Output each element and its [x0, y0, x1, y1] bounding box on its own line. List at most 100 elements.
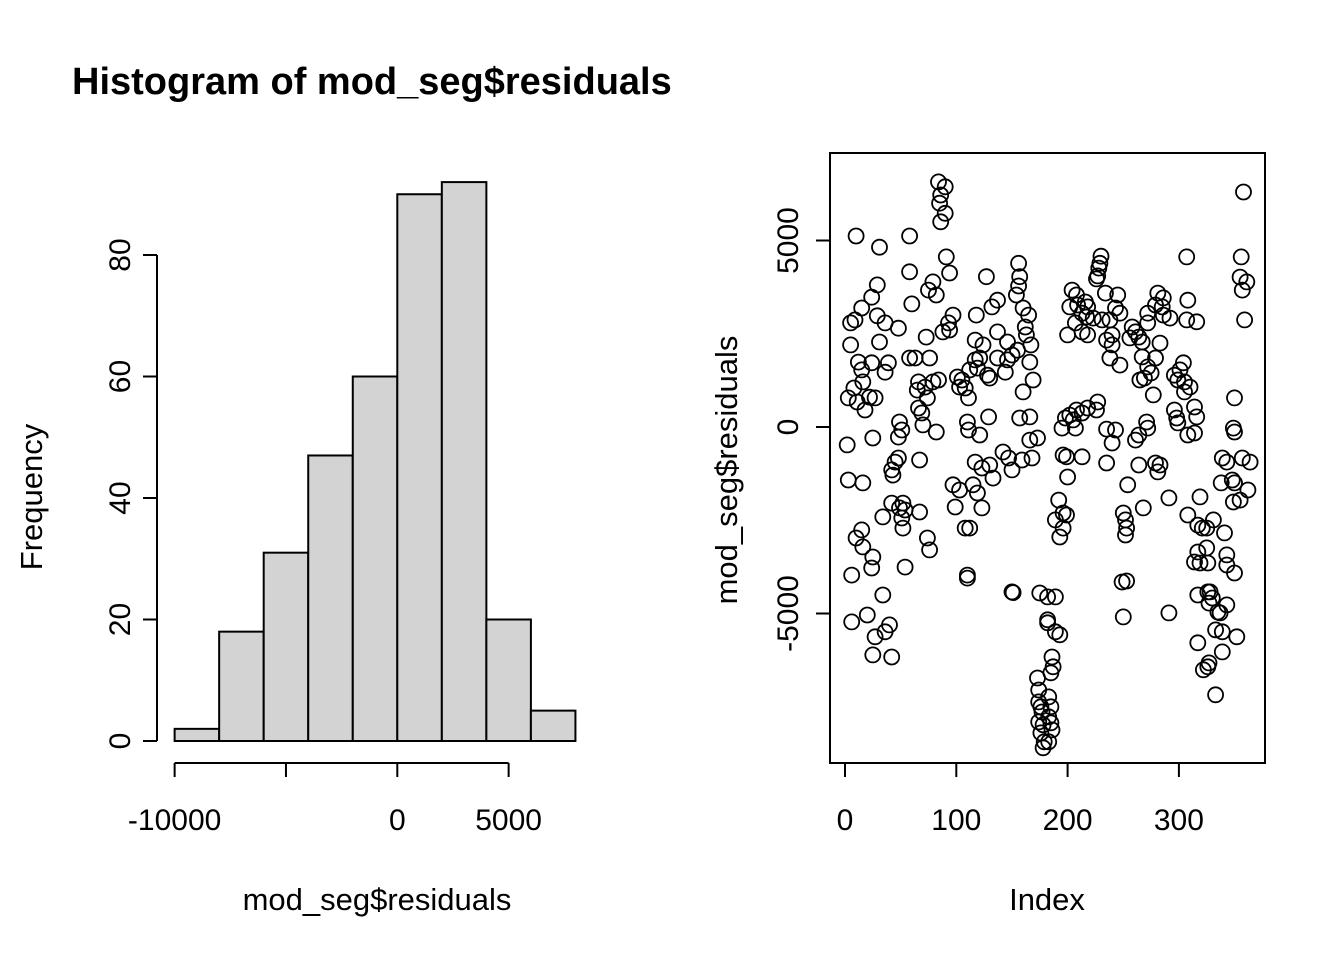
- scatter-point: [960, 421, 977, 439]
- scatter-y-tick-label: -5000: [772, 575, 805, 652]
- scatter-point: [978, 268, 995, 286]
- scatter-point: [1191, 488, 1209, 506]
- scatter-point: [971, 349, 989, 367]
- scatter-point: [1042, 664, 1060, 682]
- histogram-x-axis-label: mod_seg$residuals: [243, 882, 512, 917]
- scatter-point: [1040, 688, 1058, 706]
- scatter-point: [989, 323, 1006, 341]
- scatter-x-tick-label: 300: [1154, 804, 1204, 837]
- scatter-point: [893, 509, 911, 527]
- scatter-point: [839, 471, 857, 489]
- scatter-point: [1127, 431, 1144, 449]
- scatter-x-tick-label: 200: [1043, 804, 1093, 837]
- scatter-point: [1118, 519, 1135, 537]
- hist-x-tick-label: 0: [389, 804, 406, 837]
- scatter-point: [1218, 453, 1236, 471]
- scatter-point: [1079, 399, 1096, 417]
- scatter-point: [863, 288, 881, 306]
- scatter-point: [1169, 414, 1187, 432]
- scatter-point: [842, 336, 859, 354]
- scatter-point: [1133, 348, 1151, 366]
- scatter-point: [973, 459, 991, 477]
- scatter-point: [1176, 373, 1193, 391]
- scatter-point: [1179, 506, 1197, 524]
- scatter-point: [1200, 594, 1218, 612]
- scatter-y-tick-label: 0: [772, 419, 805, 436]
- scatter-point: [890, 319, 907, 337]
- scatter-point: [1014, 299, 1032, 317]
- scatter-point: [1207, 621, 1224, 639]
- scatter-point: [1097, 284, 1114, 302]
- scatter-point: [1189, 634, 1207, 652]
- scatter-point: [1051, 626, 1069, 644]
- scatter-point: [1103, 336, 1121, 354]
- scatter-point: [930, 371, 947, 389]
- scatter-point: [1199, 554, 1217, 572]
- scatter-point: [1098, 420, 1115, 438]
- scatter-point: [1212, 474, 1230, 492]
- scatter-point: [994, 443, 1012, 461]
- scatter-point: [971, 426, 989, 444]
- scatter-point: [1178, 311, 1196, 329]
- scatter-point: [1151, 456, 1169, 474]
- hist-x-tick-label: 5000: [475, 804, 542, 837]
- scatter-point: [914, 416, 932, 434]
- scatter-point: [940, 314, 957, 332]
- scatter-point: [1241, 453, 1259, 471]
- scatter-point: [1216, 524, 1233, 542]
- scatter-point: [1233, 281, 1251, 299]
- scatter-point: [924, 273, 942, 291]
- scatter-point: [1238, 273, 1256, 291]
- scatter-point: [1111, 356, 1129, 374]
- hist-bar: [262, 551, 310, 742]
- scatter-point: [1195, 661, 1212, 679]
- scatter-x-axis-label: Index: [1009, 882, 1085, 917]
- scatter-point: [854, 373, 872, 391]
- scatter-point: [981, 456, 999, 474]
- scatter-point: [934, 323, 952, 341]
- scatter-point: [858, 606, 876, 624]
- scatter-point: [1213, 449, 1231, 467]
- scatter-point: [846, 311, 864, 329]
- scatter-point: [917, 328, 935, 346]
- scatter-x-tick-label: 0: [837, 804, 854, 837]
- scatter-point: [1130, 328, 1148, 346]
- scatter-point: [884, 466, 902, 484]
- scatter-point: [1207, 686, 1224, 704]
- scatter-point: [1223, 471, 1241, 489]
- scatter-point: [951, 378, 968, 396]
- scatter-point: [1079, 326, 1096, 344]
- scatter-point: [999, 351, 1016, 369]
- scatter-point: [927, 286, 945, 304]
- scatter-point: [1088, 270, 1105, 288]
- scatter-point: [1039, 588, 1056, 606]
- scatter-point: [1042, 698, 1060, 716]
- scatter-point: [1179, 291, 1197, 309]
- scatter-point: [1231, 491, 1249, 509]
- scatter-point: [1134, 499, 1152, 517]
- scatter-point: [1178, 248, 1196, 266]
- scatter-point: [876, 623, 894, 641]
- scatter-point: [996, 363, 1014, 381]
- scatter-point: [1023, 449, 1041, 467]
- scatter-point: [964, 476, 982, 494]
- scatter-point: [1010, 277, 1027, 295]
- scatter-point: [1149, 463, 1167, 481]
- scatter-point: [1042, 714, 1060, 732]
- scatter-point: [989, 291, 1006, 309]
- scatter-point: [1089, 393, 1107, 411]
- scatter-point: [1218, 596, 1236, 614]
- scatter-point: [980, 408, 997, 426]
- scatter-figure: 0 100 200 300 -5000 0 5000 Index mod_seg$resid…: [709, 152, 1266, 917]
- scatter-point: [1228, 628, 1246, 646]
- scatter-point: [871, 238, 888, 256]
- scatter-point: [886, 453, 904, 471]
- scatter-point: [1008, 286, 1025, 304]
- scatter-point: [876, 363, 894, 381]
- scatter-point: [1121, 329, 1139, 347]
- hist-y-tick-label: 60: [104, 360, 137, 393]
- scatter-point: [967, 306, 985, 324]
- scatter-point: [1103, 434, 1121, 452]
- scatter-point: [1160, 604, 1178, 622]
- scatter-point: [1171, 361, 1189, 379]
